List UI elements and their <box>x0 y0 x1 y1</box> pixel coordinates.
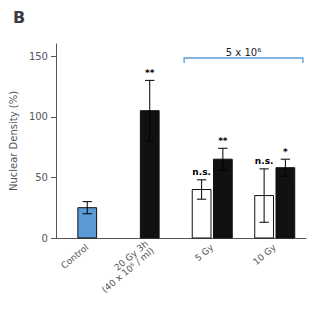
svg-text:50: 50 <box>35 172 48 183</box>
svg-text:Nuclear Density (%): Nuclear Density (%) <box>8 91 19 191</box>
svg-text:B: B <box>13 8 25 27</box>
svg-text:20 Gy 3h: 20 Gy 3h <box>112 238 151 273</box>
svg-text:150: 150 <box>29 51 48 62</box>
svg-text:*: * <box>283 147 288 157</box>
svg-text:n.s.: n.s. <box>192 167 211 177</box>
svg-text:Control: Control <box>59 242 90 271</box>
svg-text:(40 x 10⁶ / ml): (40 x 10⁶ / ml) <box>100 246 156 295</box>
svg-text:**: ** <box>145 68 155 78</box>
svg-text:5 x 10⁶: 5 x 10⁶ <box>226 47 261 58</box>
svg-text:5 Gy: 5 Gy <box>193 242 216 264</box>
svg-text:n.s.: n.s. <box>255 156 274 166</box>
svg-text:100: 100 <box>29 111 48 122</box>
svg-text:0: 0 <box>42 233 48 244</box>
svg-text:**: ** <box>218 136 228 146</box>
svg-text:10 Gy: 10 Gy <box>251 242 278 267</box>
